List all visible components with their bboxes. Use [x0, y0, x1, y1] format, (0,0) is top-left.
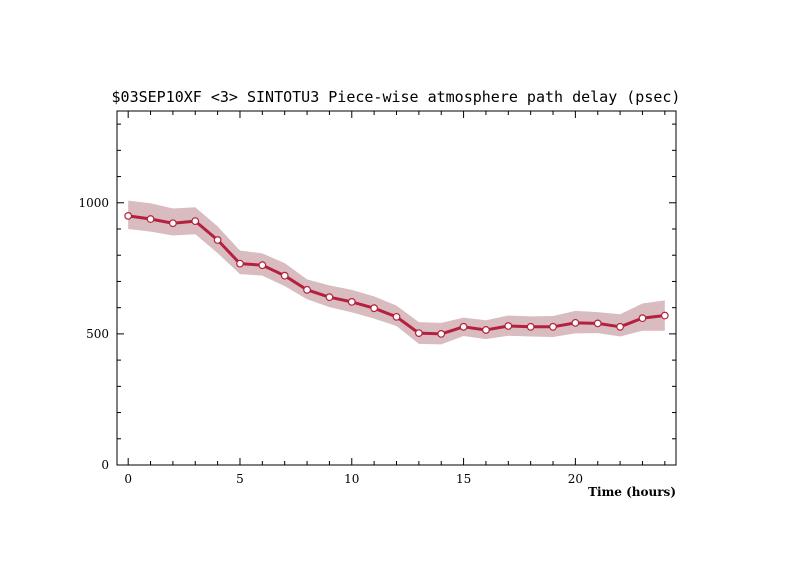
data-point [168, 219, 177, 228]
data-point [504, 322, 513, 330]
axis-ticks [117, 111, 676, 466]
data-point [303, 285, 311, 294]
x-axis-label: Time (hours) [588, 485, 676, 499]
x-tick-label: 5 [236, 472, 244, 486]
data-point [549, 322, 557, 331]
y-tick-label: 500 [86, 327, 109, 341]
data-point [370, 304, 379, 313]
x-tick-label: 15 [456, 472, 471, 486]
data-point [236, 259, 244, 268]
y-tick-label: 0 [101, 458, 109, 472]
data-point [459, 322, 468, 331]
data-point [660, 311, 669, 320]
data-point [526, 322, 535, 331]
x-tick-label: 0 [124, 472, 132, 486]
data-point [280, 271, 289, 280]
data-point [414, 329, 423, 338]
data-point [616, 322, 624, 331]
data-point-layer [124, 211, 669, 338]
data-point [593, 319, 602, 328]
data-point [437, 329, 446, 338]
data-point [146, 215, 155, 223]
data-point [258, 261, 267, 270]
x-tick-label: 10 [344, 472, 359, 486]
data-point [213, 236, 222, 244]
data-point [482, 326, 490, 334]
data-point [191, 217, 200, 226]
data-point [347, 297, 356, 306]
data-point [392, 312, 401, 321]
data-point [638, 314, 647, 323]
plot-frame [116, 110, 677, 466]
data-point [325, 293, 334, 302]
data-point [571, 318, 580, 327]
tick-labels: 0 5 10 15 20 0 500 1000 [78, 196, 583, 486]
chart-title: $03SEP10XF <3> SINTOTU3 Piece-wise atmos… [112, 88, 681, 106]
y-tick-label: 1000 [78, 196, 109, 210]
data-point [124, 211, 133, 220]
x-tick-label: 20 [568, 472, 583, 486]
